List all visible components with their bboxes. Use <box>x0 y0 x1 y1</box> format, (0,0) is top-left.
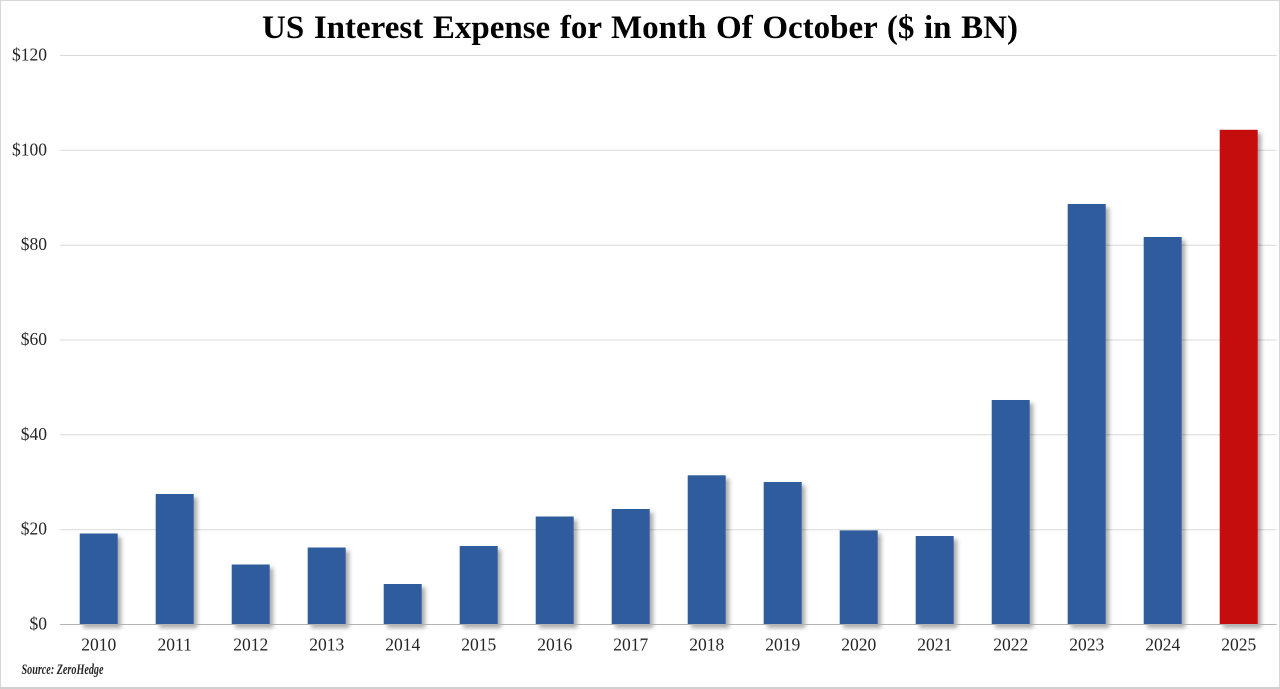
svg-text:2011: 2011 <box>158 634 192 654</box>
svg-text:Source: ZeroHedge: Source: ZeroHedge <box>22 662 104 678</box>
svg-text:2020: 2020 <box>841 634 876 654</box>
svg-text:2019: 2019 <box>765 634 800 654</box>
svg-text:$120: $120 <box>12 45 47 65</box>
svg-text:$60: $60 <box>21 329 48 349</box>
svg-text:2015: 2015 <box>461 634 496 654</box>
svg-text:2012: 2012 <box>233 634 268 654</box>
svg-text:2021: 2021 <box>917 634 952 654</box>
svg-text:2025: 2025 <box>1221 634 1256 654</box>
svg-text:2022: 2022 <box>993 634 1028 654</box>
svg-text:2023: 2023 <box>1069 634 1104 654</box>
svg-text:US Interest Expense for Month: US Interest Expense for Month Of October… <box>262 10 1018 46</box>
svg-text:$80: $80 <box>21 234 48 254</box>
svg-text:$100: $100 <box>12 139 47 159</box>
svg-text:2024: 2024 <box>1145 634 1180 654</box>
svg-text:2018: 2018 <box>689 634 724 654</box>
svg-text:2014: 2014 <box>385 634 420 654</box>
svg-text:2017: 2017 <box>613 634 648 654</box>
svg-text:$40: $40 <box>21 424 48 444</box>
svg-text:2010: 2010 <box>81 634 116 654</box>
svg-text:$20: $20 <box>21 519 48 539</box>
svg-text:2016: 2016 <box>537 634 572 654</box>
svg-text:$0: $0 <box>30 614 48 634</box>
svg-text:2013: 2013 <box>309 634 344 654</box>
